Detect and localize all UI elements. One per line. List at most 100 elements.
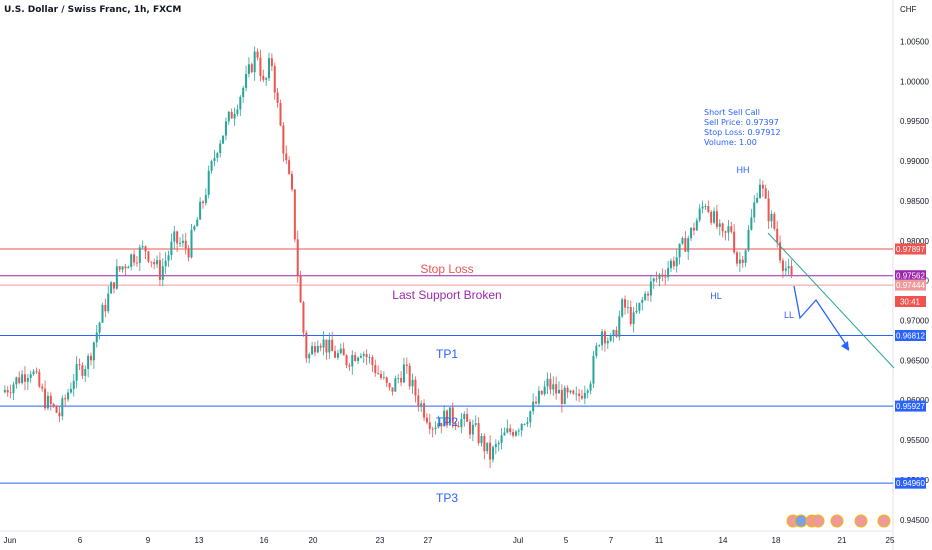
candle-body: [454, 423, 457, 426]
candle-body: [491, 447, 494, 460]
candle-body: [773, 213, 776, 229]
label-ll: LL: [784, 310, 794, 320]
candle-body: [580, 396, 583, 399]
x-tick-label: Jun: [4, 536, 17, 545]
candle-body: [362, 354, 365, 356]
candle-body: [747, 229, 750, 251]
candle-body: [425, 417, 428, 423]
candle-body: [374, 365, 377, 374]
candle-body: [741, 259, 744, 263]
candle-body: [448, 407, 451, 426]
candle-body: [365, 354, 368, 358]
candle-body: [417, 395, 420, 407]
candle-body: [517, 430, 520, 432]
candle-body: [262, 75, 265, 80]
note-line: Stop Loss: 0.97912: [704, 128, 781, 137]
candle-body: [72, 380, 75, 390]
candle-body: [153, 262, 156, 265]
candle-body: [144, 246, 147, 252]
candle-body: [199, 201, 202, 220]
candle-body: [127, 266, 130, 269]
candle-body: [520, 424, 523, 431]
candle-body: [583, 392, 586, 399]
candle-body: [299, 275, 302, 303]
candle-body: [391, 387, 394, 392]
candle-body: [704, 205, 707, 207]
event-flags[interactable]: [786, 514, 891, 528]
price-tag: [895, 243, 926, 255]
trade-note[interactable]: Short Sell Call Sell Price: 0.97397 Stop…: [704, 108, 781, 148]
candle-body: [67, 392, 70, 400]
candle-body: [285, 153, 288, 161]
candle-body: [207, 170, 210, 195]
candle-body: [173, 231, 176, 242]
arrow-head-icon: [841, 341, 849, 351]
candle-body: [466, 413, 469, 422]
candle-body: [313, 346, 316, 353]
candle-body: [468, 421, 471, 435]
candle-body: [598, 345, 601, 347]
candle-body: [756, 197, 759, 203]
candle-body: [84, 369, 87, 376]
flag-icon[interactable]: [811, 514, 825, 528]
candle-body: [170, 241, 173, 256]
candle-body: [434, 427, 437, 429]
candle-body: [44, 388, 47, 409]
candle-body: [316, 345, 319, 353]
candle-body: [615, 330, 618, 337]
candle-body: [87, 355, 90, 370]
flag-icon[interactable]: [794, 514, 808, 528]
chart-title: U.S. Dollar / Swiss Franc, 1h, FXCM: [4, 5, 182, 15]
candle-body: [635, 310, 638, 313]
candle-body: [664, 276, 667, 278]
candle-body: [239, 97, 242, 110]
candle-body: [305, 332, 308, 359]
candle-body: [592, 355, 595, 384]
candle-body: [572, 390, 575, 394]
candle-body: [781, 260, 784, 271]
candle-body: [733, 231, 736, 253]
candle-body: [738, 259, 741, 264]
candle-body: [411, 379, 414, 387]
candle-body: [23, 374, 26, 382]
label-stop-loss: Stop Loss: [420, 262, 473, 276]
candle-body: [563, 387, 566, 404]
candle-body: [552, 384, 555, 390]
candle-body: [658, 274, 661, 279]
candle-body: [420, 403, 423, 407]
candle-body: [242, 87, 245, 98]
label-last-support: Last Support Broken: [392, 288, 501, 302]
x-tick-label: 7: [609, 536, 614, 545]
candle-body: [12, 384, 15, 394]
candle-body: [21, 374, 24, 383]
candle-body: [354, 354, 357, 362]
candle-body: [161, 266, 164, 280]
candle-body: [233, 113, 236, 119]
x-tick-label: 20: [309, 536, 318, 545]
x-tick-label: 23: [376, 536, 385, 545]
trend-line[interactable]: [767, 232, 895, 369]
candle-body: [190, 229, 193, 258]
candle-body: [308, 354, 311, 359]
flag-icon[interactable]: [877, 514, 891, 528]
candle-body: [296, 239, 299, 276]
candle-body: [35, 371, 38, 373]
candle-body: [400, 377, 403, 383]
candle-body: [394, 378, 397, 392]
candle-body: [609, 335, 612, 341]
flag-icon[interactable]: [854, 514, 868, 528]
candle-body: [357, 357, 360, 362]
candle-body: [629, 306, 632, 324]
price-tag: [895, 270, 926, 282]
candle-body: [730, 226, 733, 232]
x-tick-label: 21: [838, 536, 847, 545]
candle-body: [477, 423, 480, 444]
y-tick-label: 0.99000: [900, 157, 929, 166]
candle-body: [176, 231, 179, 244]
candle-body: [81, 365, 84, 376]
projection-arrow[interactable]: [793, 285, 850, 350]
flag-icon[interactable]: [830, 514, 844, 528]
candle-body: [290, 174, 293, 190]
candle-body: [69, 389, 72, 393]
